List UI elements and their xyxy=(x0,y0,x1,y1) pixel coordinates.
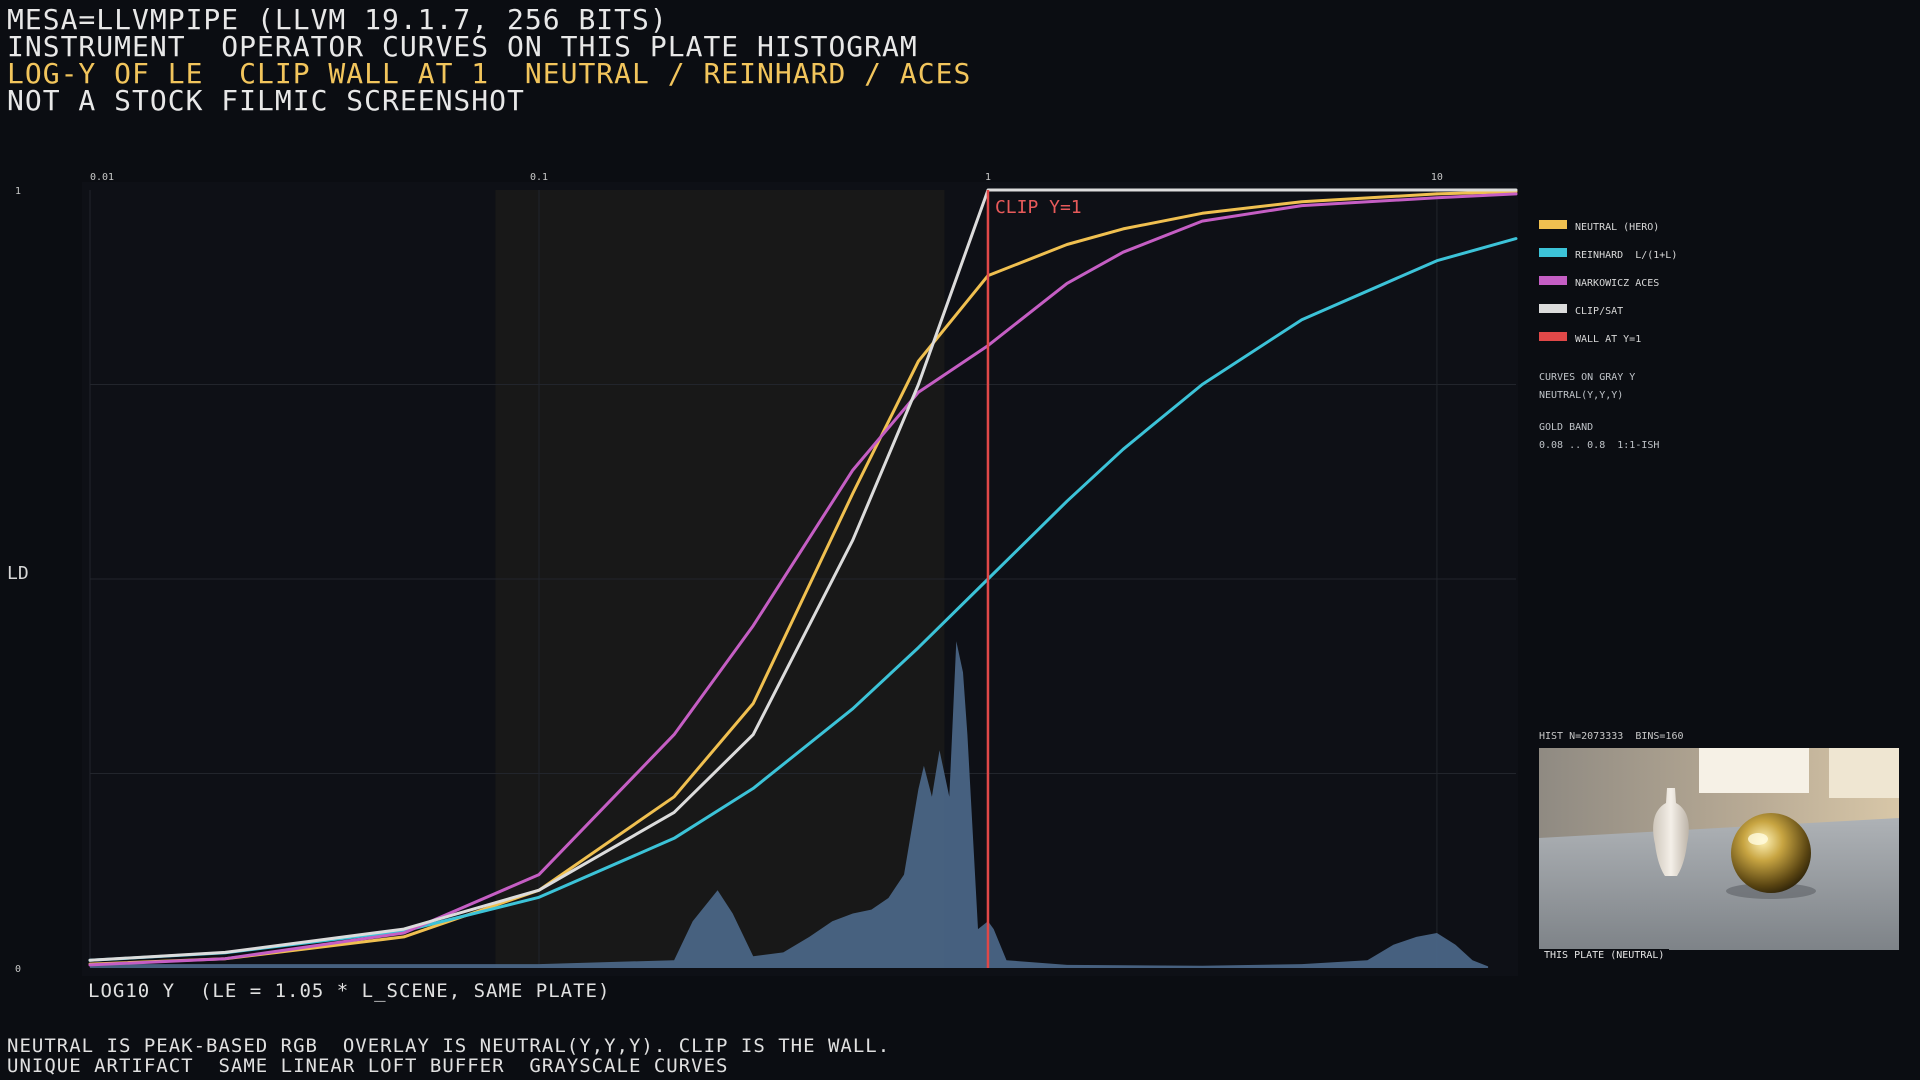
legend-item-wall: WALL AT Y=1 xyxy=(1539,330,1641,358)
legend-swatch-wall xyxy=(1539,332,1567,341)
legend-item-reinhard: REINHARD L/(1+L) xyxy=(1539,246,1677,274)
series-line-neutral xyxy=(88,190,1518,966)
legend-swatch-aces xyxy=(1539,276,1567,285)
legend-label-clip: CLIP/SAT xyxy=(1575,306,1624,317)
series-line-reinhard xyxy=(88,237,1518,962)
legend-label-wall: WALL AT Y=1 xyxy=(1575,334,1642,345)
clip-wall-label: CLIP Y=1 xyxy=(995,197,1082,218)
legend-label-aces: NARKOWICZ ACES xyxy=(1575,278,1660,289)
series-line-narkowicz xyxy=(88,192,1518,967)
plate-thumbnail xyxy=(1539,748,1899,950)
y-axis-label: LD xyxy=(7,563,29,584)
legend-label-reinhard: REINHARD L/(1+L) xyxy=(1575,250,1678,261)
x-tick-label: 0.01 xyxy=(90,172,114,183)
note-gold-band: GOLD BAND 0.08 .. 0.8 1:1-ISH xyxy=(1539,419,1659,455)
note-band-line1: GOLD BAND xyxy=(1539,422,1594,433)
y-tick-label: 0 xyxy=(15,964,21,975)
y-tick-label: 1 xyxy=(15,186,21,197)
header-line-disclaimer: NOT A STOCK FILMIC SCREENSHOT xyxy=(7,84,525,117)
legend-swatch-clip xyxy=(1539,304,1567,313)
x-axis-label: LOG10 Y (LE = 1.05 * L_SCENE, SAME PLATE… xyxy=(88,980,611,1002)
note-band-line2: 0.08 .. 0.8 1:1-ISH xyxy=(1539,440,1660,451)
footer-line-1: NEUTRAL IS PEAK-BASED RGB OVERLAY IS NEU… xyxy=(7,1035,891,1057)
header-line-renderer: MESA=LLVMPIPE (LLVM 19.1.7, 256 BITS) xyxy=(7,3,668,36)
note-curves-line2: NEUTRAL(Y,Y,Y) xyxy=(1539,390,1624,401)
header-line-instrument: INSTRUMENT OPERATOR CURVES ON THIS PLATE… xyxy=(7,30,918,63)
footer-line-2: UNIQUE ARTIFACT SAME LINEAR LOFT BUFFER … xyxy=(7,1055,729,1077)
legend-swatch-reinhard xyxy=(1539,248,1567,257)
thumbnail-caption: THIS PLATE (NEUTRAL) xyxy=(1539,949,1670,962)
legend-item-aces: NARKOWICZ ACES xyxy=(1539,274,1659,302)
legend: NEUTRAL (HERO) REINHARD L/(1+L) NARKOWIC… xyxy=(1539,218,1677,358)
legend-label-neutral: NEUTRAL (HERO) xyxy=(1575,222,1660,233)
legend-item-clip: CLIP/SAT xyxy=(1539,302,1623,330)
x-tick-label: 0.1 xyxy=(530,172,548,183)
plate-thumbnail-image xyxy=(1539,748,1899,950)
note-curves: CURVES ON GRAY Y NEUTRAL(Y,Y,Y) xyxy=(1539,369,1635,405)
legend-item-neutral: NEUTRAL (HERO) xyxy=(1539,218,1659,246)
x-tick-label: 10 xyxy=(1431,172,1443,183)
x-tick-label: 1 xyxy=(985,172,991,183)
legend-swatch-neutral xyxy=(1539,220,1567,229)
histogram-label: HIST N=2073333 BINS=160 xyxy=(1539,731,1684,742)
series-line-clipsat xyxy=(88,188,1518,962)
header-line-curves: LOG-Y OF LE CLIP WALL AT 1 NEUTRAL / REI… xyxy=(7,57,972,90)
note-curves-line1: CURVES ON GRAY Y xyxy=(1539,372,1636,383)
